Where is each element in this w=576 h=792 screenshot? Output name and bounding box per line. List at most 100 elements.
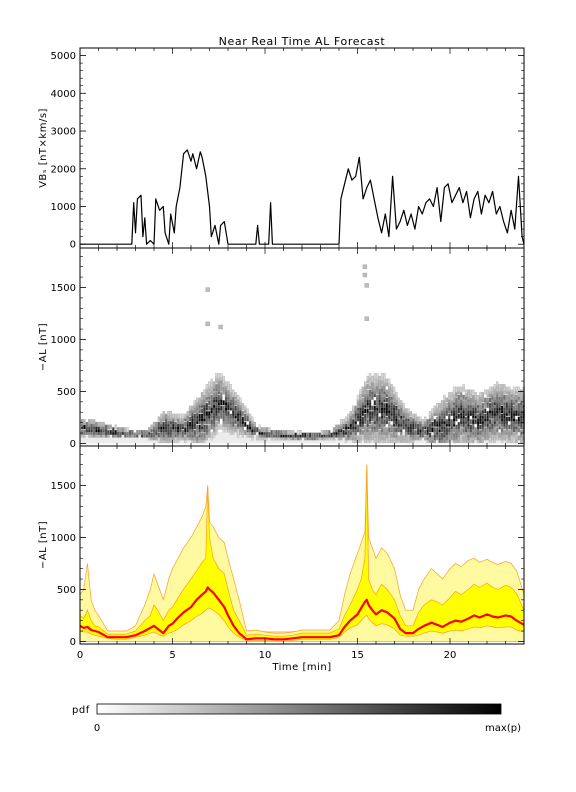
forecast-median-line (79, 586, 525, 641)
pdf-cell (203, 394, 206, 400)
pdf-cell (462, 435, 465, 441)
pdf-cell (155, 421, 158, 427)
pdf-cell (114, 424, 117, 430)
pdf-cell (388, 378, 391, 384)
pdf-cell (196, 435, 199, 441)
pdf-cell (368, 430, 372, 435)
ytick-label: 5000 (51, 51, 76, 62)
pdf-cell (488, 386, 492, 392)
pdf-cell (488, 419, 492, 425)
pdf-cell (188, 421, 192, 427)
pdf-cell (484, 389, 487, 395)
pdf-cell (253, 421, 257, 427)
pdf-cell (383, 427, 386, 433)
pdf-cell (467, 389, 470, 395)
pdf-cell (445, 397, 448, 403)
pdf-cell (469, 419, 472, 425)
pdf-cell (186, 411, 189, 417)
pdf-cell (157, 438, 161, 444)
pdf-cell (205, 403, 209, 408)
pdf-panel: 0 500 1000 1500 −AL [nT] (38, 247, 525, 450)
pdf-cell (361, 416, 364, 422)
pdf-cell (352, 419, 355, 425)
pdf-cell (217, 394, 221, 400)
pdf-cell (359, 389, 362, 395)
pdf-cell (150, 424, 153, 430)
pdf-cell (366, 375, 369, 381)
pdf-cell (385, 389, 388, 395)
pdf-cell (512, 432, 516, 438)
pdf-cell (424, 430, 427, 435)
pdf-cell (251, 416, 254, 422)
pdf-cell (464, 416, 468, 422)
pdf-cell (227, 411, 230, 417)
pdf-cell (193, 430, 197, 435)
pdf-cell (385, 427, 388, 433)
pdf-cell (433, 427, 436, 433)
pdf-cell (364, 424, 367, 430)
pdf-cell (301, 432, 304, 438)
pdf-cell (162, 421, 165, 427)
pdf-cell (385, 403, 388, 408)
pdf-cell (208, 381, 211, 387)
pdf-cell (364, 408, 367, 414)
pdf-cell (383, 403, 386, 408)
pdf-cell (184, 413, 187, 419)
pdf-outlier-cell (364, 283, 369, 288)
pdf-cell (229, 392, 233, 398)
ytick-label: 1000 (51, 202, 76, 213)
pdf-cell (515, 419, 518, 425)
pdf-cell (340, 419, 343, 425)
xtick-label: 5 (169, 650, 175, 661)
pdf-cell (272, 430, 276, 435)
pdf-cell (208, 411, 211, 417)
pdf-cell (198, 413, 201, 419)
pdf-cell (496, 381, 499, 387)
pdf-cell (474, 392, 477, 398)
pdf-cell (356, 424, 360, 430)
pdf-cell (248, 413, 252, 419)
pdf-cell (342, 430, 345, 435)
pdf-cell (176, 413, 180, 419)
pdf-cell (313, 432, 316, 438)
pdf-cell (361, 397, 364, 403)
pdf-cell (474, 419, 477, 425)
pdf-cell (469, 389, 472, 395)
pdf-cell (484, 408, 487, 414)
colorbar-max-label: max(p) (485, 723, 521, 734)
pdf-cell (445, 427, 448, 433)
pdf-cell (157, 421, 161, 427)
pdf-cell (455, 397, 458, 403)
pdf-cell (431, 408, 434, 414)
pdf-cell (208, 424, 211, 430)
pdf-cell (356, 394, 360, 400)
pdf-cell (160, 413, 163, 419)
pdf-cell (364, 381, 367, 387)
pdf-cell (366, 389, 369, 395)
pdf-cell (157, 416, 161, 422)
pdf-cell (486, 397, 489, 403)
pdf-cell (352, 413, 355, 419)
pdf-cell (440, 400, 444, 406)
ytick-label: 2000 (51, 164, 76, 175)
pdf-cell (203, 424, 206, 430)
pdf-cell (162, 411, 165, 417)
pdf-cell (145, 430, 149, 435)
pdf-cell (421, 419, 424, 425)
pdf-cell (284, 430, 288, 435)
pdf-cell (436, 416, 439, 422)
pdf-cell (205, 411, 209, 417)
ytick-label: 3000 (51, 127, 76, 138)
pdf-cell (361, 386, 364, 392)
pdf-cell (364, 413, 367, 419)
pdf-outlier-cell (205, 321, 210, 327)
pdf-cell (428, 411, 432, 417)
pdf-cell (397, 397, 400, 403)
pdf-cell (299, 430, 302, 435)
pdf-cell (385, 416, 388, 422)
pdf-cell (373, 373, 376, 379)
ytick-label: 0 (70, 240, 76, 251)
pdf-cell (104, 424, 108, 430)
pdf-cell (440, 432, 444, 438)
pdf-cell (116, 427, 120, 433)
